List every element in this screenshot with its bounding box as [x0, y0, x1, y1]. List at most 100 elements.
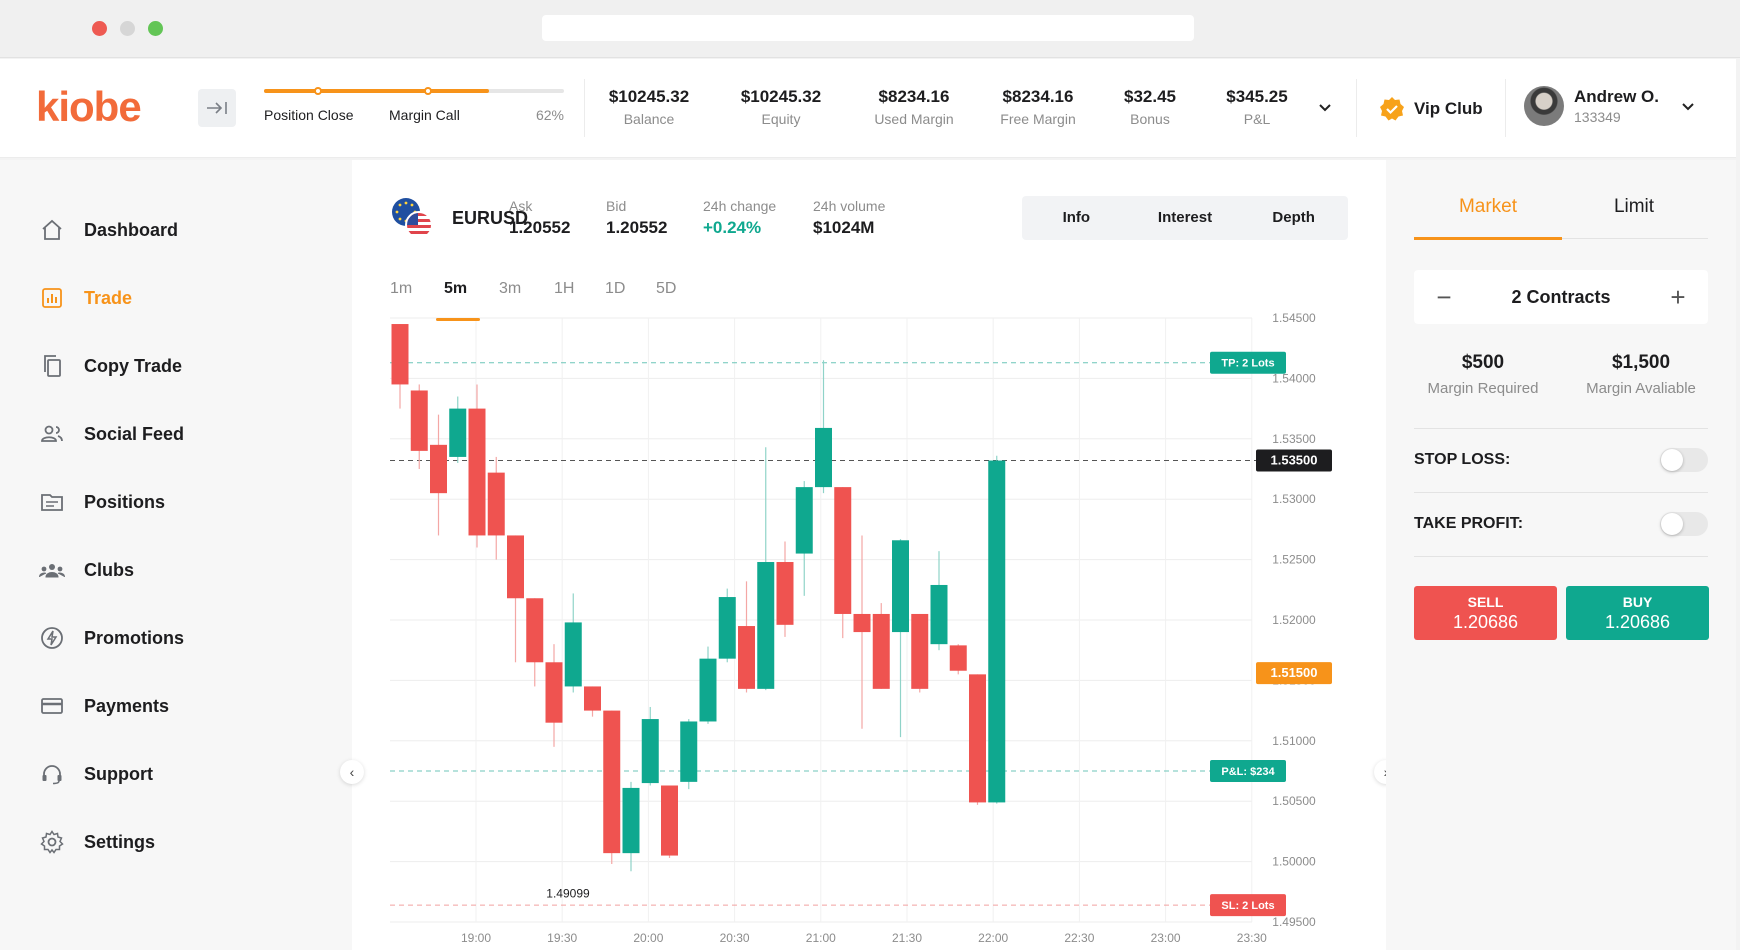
- sidebar-item-promotions[interactable]: Promotions: [38, 624, 184, 652]
- stats-expand-chevron-icon[interactable]: [1318, 103, 1332, 112]
- candle-up: [641, 719, 659, 784]
- tab-depth[interactable]: Depth: [1272, 209, 1315, 226]
- toggle-knob: [1661, 449, 1683, 471]
- candle-down: [545, 662, 563, 723]
- vip-club-link[interactable]: Vip Club: [1378, 95, 1483, 123]
- change-label: 24h change: [703, 198, 777, 214]
- y-tick-label: 1.51000: [1272, 734, 1316, 748]
- x-tick-label: 22:30: [1064, 931, 1094, 945]
- sidebar-item-dashboard[interactable]: Dashboard: [38, 216, 178, 244]
- sidebar-item-support[interactable]: Support: [38, 760, 153, 788]
- tab-limit[interactable]: Limit: [1613, 196, 1655, 217]
- ask-value: 1.20552: [509, 218, 571, 237]
- stat-used-margin: $8234.16 Used Margin: [864, 87, 964, 127]
- stat-pnl: $345.25 P&L: [1212, 87, 1302, 127]
- sidebar-item-positions[interactable]: Positions: [38, 488, 165, 516]
- stop-loss-toggle[interactable]: [1660, 448, 1708, 472]
- divider: [1414, 428, 1708, 429]
- sidebar-item-label: Settings: [84, 831, 156, 852]
- sidebar-item-label: Promotions: [84, 627, 185, 648]
- info-tabs: Info Interest Depth: [1022, 196, 1348, 240]
- candle-up: [680, 721, 698, 782]
- card-icon: [38, 692, 66, 720]
- candle-down: [834, 487, 852, 614]
- sidebar-item-payments[interactable]: Payments: [38, 692, 169, 720]
- sidebar-item-settings[interactable]: Settings: [38, 828, 155, 856]
- take-profit-toggle[interactable]: [1660, 512, 1708, 536]
- sidebar-item-label: Positions: [84, 491, 166, 512]
- take-profit-row: TAKE PROFIT:: [1414, 512, 1708, 536]
- candle-up: [699, 658, 717, 722]
- close-window-button[interactable]: [92, 21, 107, 36]
- collapse-sidebar-button[interactable]: [198, 89, 236, 127]
- x-tick-label: 20:30: [720, 931, 750, 945]
- divider: [1505, 79, 1506, 137]
- y-tick-label: 1.49500: [1272, 915, 1316, 929]
- stat-label: Balance: [623, 111, 675, 127]
- y-tick-label: 1.52500: [1272, 553, 1316, 567]
- address-bar[interactable]: [542, 15, 1194, 41]
- margin-available: $1,500 Margin Avaliable: [1566, 352, 1716, 397]
- margin-call-label: Margin Call: [389, 107, 460, 123]
- tab-interest[interactable]: Interest: [1157, 209, 1213, 226]
- sell-button[interactable]: SELL 1.20686: [1414, 586, 1557, 640]
- stat-value: $10245.32: [608, 87, 690, 106]
- ask-quote: Ask 1.20552: [509, 198, 570, 238]
- timeframe-1m[interactable]: 1m: [390, 280, 413, 297]
- timeframe-1h[interactable]: 1H: [554, 280, 575, 297]
- eu-us-flag-icon: [390, 196, 434, 240]
- stat-free-margin: $8234.16 Free Margin: [988, 87, 1088, 127]
- x-tick-label: 19:30: [547, 931, 577, 945]
- chevron-left-icon[interactable]: ‹: [340, 760, 364, 784]
- sidebar-item-label: Social Feed: [84, 423, 185, 444]
- chevron-down-icon[interactable]: [1681, 102, 1695, 111]
- candle-up: [930, 584, 948, 645]
- sidebar-item-clubs[interactable]: Clubs: [38, 556, 134, 584]
- gear-icon: [38, 828, 66, 856]
- candle-up: [564, 622, 582, 687]
- tab-info[interactable]: Info: [1062, 209, 1091, 226]
- timeframe-1d[interactable]: 1D: [605, 280, 626, 297]
- candle-up: [988, 460, 1006, 803]
- timeframe-3m[interactable]: 3m: [499, 280, 522, 297]
- tab-market[interactable]: Market: [1458, 196, 1518, 217]
- timeframe-5m[interactable]: 5m: [444, 280, 468, 297]
- stop-loss-row: STOP LOSS:: [1414, 448, 1708, 472]
- timeframe-active-indicator: [436, 318, 480, 321]
- divider: [1414, 556, 1708, 557]
- sidebar-item-trade[interactable]: Trade: [38, 284, 132, 312]
- margin-required: $500 Margin Required: [1408, 352, 1558, 397]
- brand-logo[interactable]: kiobe: [36, 83, 142, 130]
- candle-down: [776, 562, 794, 625]
- timeframe-5d[interactable]: 5D: [656, 280, 677, 297]
- instrument-selector[interactable]: EURUSD: [390, 196, 528, 240]
- level-tag-alert: [1256, 662, 1332, 685]
- buy-button[interactable]: BUY 1.20686: [1566, 586, 1709, 640]
- candle-down: [584, 686, 601, 711]
- collapse-arrow-icon: [207, 102, 227, 114]
- increase-contracts-button[interactable]: +: [1670, 282, 1686, 312]
- candle-down: [526, 598, 544, 663]
- stat-value: $8234.16: [1002, 87, 1074, 106]
- user-name: Andrew O.: [1574, 87, 1660, 106]
- minimize-window-button[interactable]: [120, 21, 135, 36]
- folder-icon: [38, 488, 66, 516]
- sidebar-item-social-feed[interactable]: Social Feed: [38, 420, 184, 448]
- sidebar-item-label: Support: [84, 763, 153, 784]
- user-menu[interactable]: Andrew O. 133349: [1524, 86, 1695, 126]
- stat-bonus: $32.45 Bonus: [1110, 87, 1190, 127]
- margin-call-marker: [424, 87, 432, 95]
- level-label-current: 1.53500: [1271, 453, 1318, 468]
- sidebar-item-copy-trade[interactable]: Copy Trade: [38, 352, 182, 380]
- maximize-window-button[interactable]: [148, 21, 163, 36]
- candle-up: [718, 597, 736, 659]
- price-chart[interactable]: 1.54500 1.54000 1.53500 1.53000 1.52500 1.520…: [352, 160, 1386, 950]
- x-tick-label: 21:30: [892, 931, 922, 945]
- sell-price: 1.20686: [1452, 612, 1519, 632]
- decrease-contracts-button[interactable]: −: [1436, 282, 1452, 312]
- contracts-value: 2 Contracts: [1511, 286, 1611, 307]
- candle-up: [892, 540, 909, 633]
- level-tag-current: [1256, 449, 1332, 472]
- margin-available-value: $1,500: [1611, 352, 1671, 373]
- sidebar-item-label: Payments: [84, 695, 170, 716]
